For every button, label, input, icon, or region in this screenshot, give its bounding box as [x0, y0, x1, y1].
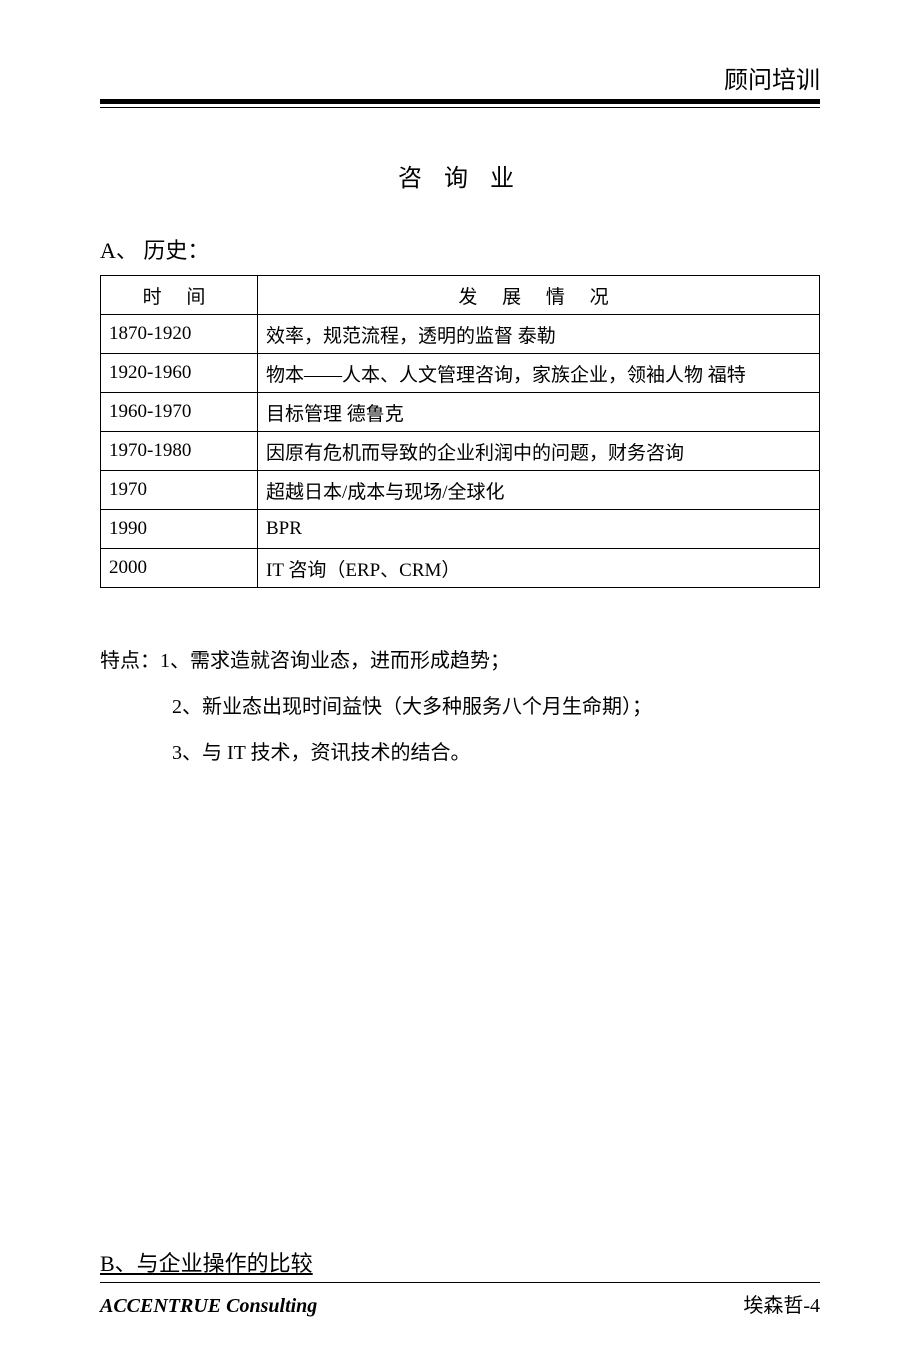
cell-desc: 物本——人本、人文管理咨询，家族企业，领袖人物 福特: [258, 354, 820, 393]
cell-desc: 超越日本/成本与现场/全球化: [258, 471, 820, 510]
section-b-heading: B、与企业操作的比较: [100, 1246, 820, 1278]
col-header-time: 时 间: [101, 276, 258, 315]
cell-time: 1870-1920: [101, 315, 258, 354]
footer-right: 埃森哲-4: [743, 1289, 820, 1318]
cell-time: 1960-1970: [101, 393, 258, 432]
page-footer: ACCENTRUE Consulting 埃森哲-4: [100, 1289, 820, 1318]
cell-desc: 目标管理 德鲁克: [258, 393, 820, 432]
features-block: 特点：1、需求造就咨询业态，进而形成趋势； 2、新业态出现时间益快（大多种服务八…: [100, 638, 820, 776]
feature-line-2: 2、新业态出现时间益快（大多种服务八个月生命期）；: [100, 684, 820, 730]
table-header-row: 时 间 发 展 情 况: [101, 276, 820, 315]
footer-left: ACCENTRUE Consulting: [100, 1295, 317, 1318]
cell-time: 1970: [101, 471, 258, 510]
section-a-heading: A、 历史：: [100, 233, 820, 265]
cell-desc: IT 咨询（ERP、CRM）: [258, 549, 820, 588]
header-right-title: 顾问培训: [100, 60, 820, 95]
cell-desc: 因原有危机而导致的企业利润中的问题，财务咨询: [258, 432, 820, 471]
table-row: 1870-1920 效率，规范流程，透明的监督 泰勒: [101, 315, 820, 354]
table-row: 1920-1960 物本——人本、人文管理咨询，家族企业，领袖人物 福特: [101, 354, 820, 393]
table-row: 1970-1980 因原有危机而导致的企业利润中的问题，财务咨询: [101, 432, 820, 471]
footer-rule: [100, 1282, 820, 1283]
feature-line-1: 特点：1、需求造就咨询业态，进而形成趋势；: [100, 638, 820, 684]
table-row: 1990 BPR: [101, 510, 820, 549]
feature-line-3: 3、与 IT 技术，资讯技术的结合。: [100, 730, 820, 776]
table-row: 2000 IT 咨询（ERP、CRM）: [101, 549, 820, 588]
table-row: 1960-1970 目标管理 德鲁克: [101, 393, 820, 432]
cell-time: 2000: [101, 549, 258, 588]
col-header-desc: 发 展 情 况: [258, 276, 820, 315]
cell-time: 1970-1980: [101, 432, 258, 471]
header-rule: [100, 99, 820, 108]
cell-time: 1920-1960: [101, 354, 258, 393]
history-table: 时 间 发 展 情 况 1870-1920 效率，规范流程，透明的监督 泰勒 1…: [100, 275, 820, 588]
table-row: 1970 超越日本/成本与现场/全球化: [101, 471, 820, 510]
cell-time: 1990: [101, 510, 258, 549]
cell-desc: BPR: [258, 510, 820, 549]
cell-desc: 效率，规范流程，透明的监督 泰勒: [258, 315, 820, 354]
document-title: 咨 询 业: [100, 158, 820, 193]
page-header: 顾问培训: [100, 60, 820, 108]
